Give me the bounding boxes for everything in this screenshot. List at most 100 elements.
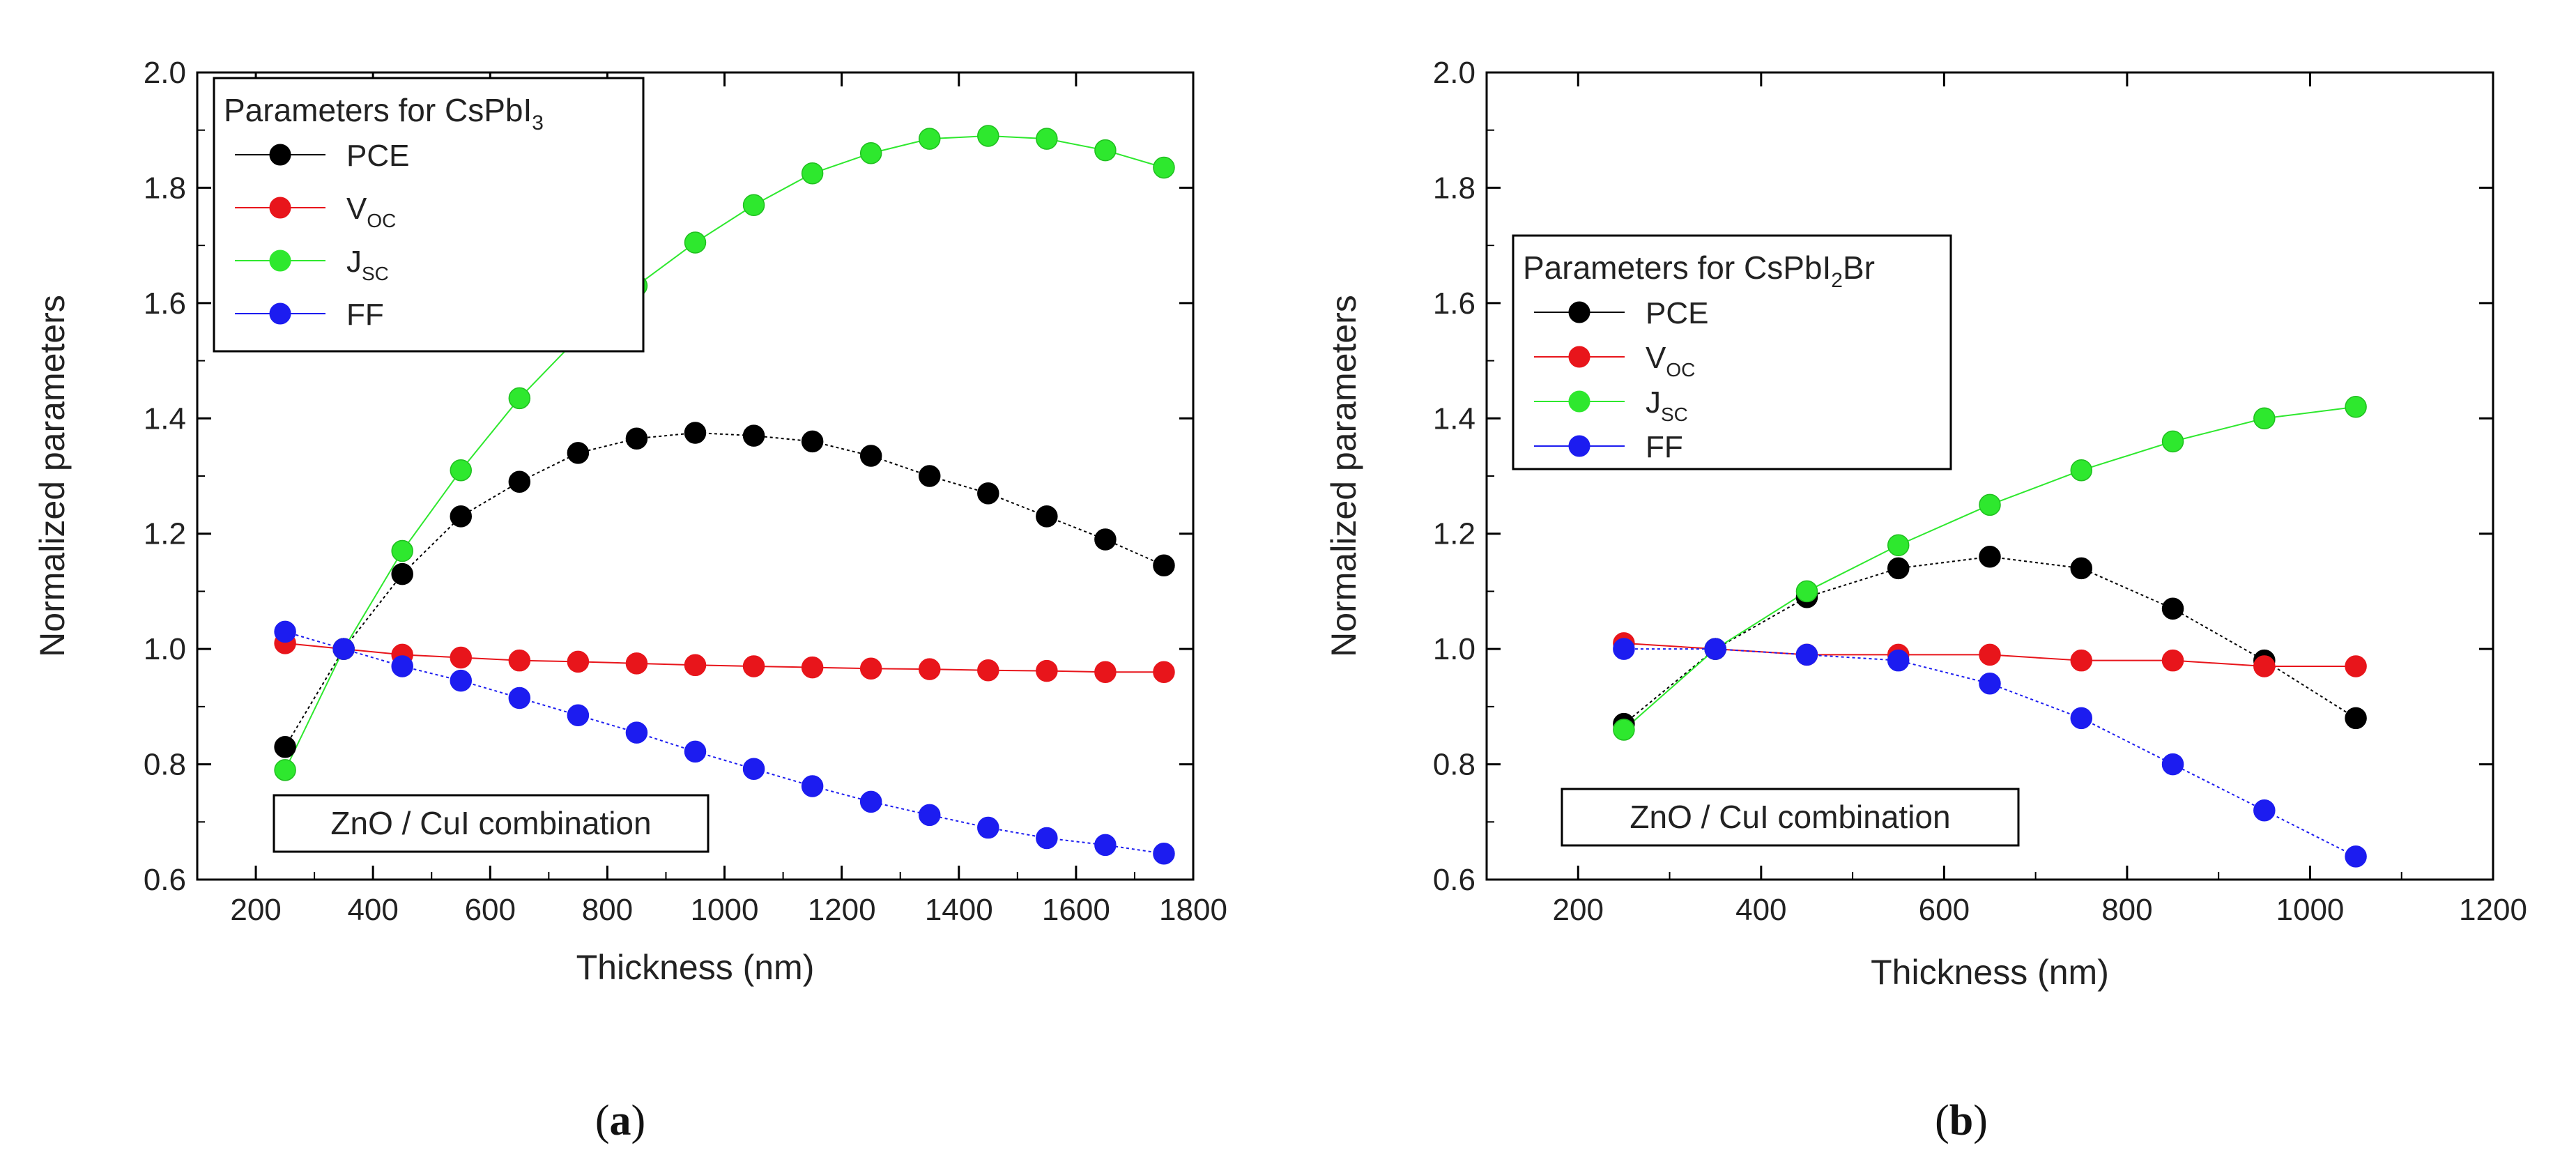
data-point-ff <box>2345 845 2367 868</box>
legend-label-sub: OC <box>1666 359 1695 381</box>
data-point-voc <box>859 657 882 680</box>
data-point-voc <box>567 650 590 673</box>
y-tick-label: 0.8 <box>144 748 186 782</box>
data-point-voc <box>1979 643 2001 666</box>
data-point-ff <box>1094 834 1117 857</box>
legend-marker-pce <box>1568 301 1590 323</box>
data-point-voc <box>1094 661 1117 683</box>
y-tick-label: 1.0 <box>144 632 186 666</box>
x-tick-label: 1800 <box>1159 893 1227 927</box>
data-point-ff <box>2253 799 2276 822</box>
data-point-ff <box>801 775 824 797</box>
data-point-ff <box>1979 673 2001 695</box>
legend-label-main: FF <box>346 298 384 332</box>
data-point-voc <box>2253 655 2276 677</box>
data-point-voc <box>1036 659 1058 682</box>
legend-label-sub: OC <box>367 210 396 231</box>
y-tick-label: 0.6 <box>144 863 186 897</box>
y-tick-label: 0.6 <box>1433 863 1475 897</box>
data-point-voc <box>1153 661 1175 683</box>
legend-label-voc: VOC <box>346 192 396 231</box>
data-point-pce <box>274 736 296 758</box>
legend-title-rest: Br <box>1843 250 1875 286</box>
legend-title-main: Parameters for CsPbI <box>1523 250 1831 286</box>
legend-label-ff: FF <box>1646 430 1683 464</box>
data-point-ff <box>391 655 413 677</box>
x-tick-label: 1000 <box>691 893 759 927</box>
data-point-voc <box>742 655 765 677</box>
data-point-voc <box>2161 649 2184 672</box>
y-tick-label: 1.2 <box>144 517 186 551</box>
data-point-voc <box>508 649 531 672</box>
x-tick-label: 800 <box>2101 893 2152 927</box>
data-point-ff <box>1887 649 1910 672</box>
panel-a-chart: 200 400 600 800 1000 1200 1400 1600 1800 0.6 0.8 1.… <box>33 56 1227 1144</box>
data-point-pce <box>684 422 707 444</box>
y-tick-label: 1.8 <box>144 171 186 205</box>
legend-label-pce: PCE <box>346 139 409 173</box>
data-point-ff <box>274 620 296 643</box>
data-point-ff <box>918 804 941 827</box>
data-point-jsc <box>2161 430 2184 453</box>
data-point-ff <box>684 740 707 763</box>
legend-label-ff: FF <box>346 298 384 332</box>
legend-marker-jsc <box>1568 390 1590 413</box>
series-line-pce <box>284 431 1165 748</box>
x-tick-label: 800 <box>582 893 633 927</box>
y-tick-label: 1.4 <box>1433 401 1475 436</box>
legend-marker-voc <box>1568 346 1590 368</box>
panel-label-close-paren: ) <box>1973 1097 1988 1144</box>
data-point-ff <box>567 704 590 727</box>
data-point-jsc <box>1153 156 1175 179</box>
data-point-jsc <box>1979 493 2001 516</box>
y-tick-label: 1.0 <box>1433 632 1475 666</box>
annotation-text: ZnO / CuI combination <box>1630 799 1950 835</box>
data-point-ff <box>1704 638 1726 660</box>
data-point-pce <box>1094 528 1117 551</box>
annotation-box <box>1561 788 2020 847</box>
series-line-jsc <box>284 135 1165 771</box>
legend-label-main: J <box>1646 385 1661 420</box>
x-tick-label: 1000 <box>2276 893 2345 927</box>
panel-b-chart: 200 400 600 800 1000 1200 0.6 0.8 1.0 1.2 1.4 1.6 1.… <box>1324 56 2527 1144</box>
x-tick-label: 400 <box>1735 893 1786 927</box>
data-point-ff <box>1153 843 1175 865</box>
data-point-voc <box>2070 649 2093 672</box>
legend-label-sub: SC <box>362 263 389 284</box>
panel-label-open-paren: ( <box>595 1097 610 1144</box>
legend-label-main: V <box>1646 341 1666 375</box>
data-point-ff <box>2070 707 2093 730</box>
legend-title-sub: 3 <box>532 112 544 135</box>
data-point-ff <box>1613 638 1635 660</box>
panel-label-close-paren: ) <box>631 1097 646 1144</box>
x-tick-label: 600 <box>465 893 516 927</box>
y-tick-label: 2.0 <box>1433 56 1475 90</box>
y-tick-label: 1.6 <box>144 286 186 321</box>
data-point-pce <box>391 562 413 585</box>
data-point-jsc <box>274 759 296 781</box>
x-tick-label: 1600 <box>1042 893 1110 927</box>
data-point-jsc <box>2070 459 2093 482</box>
data-point-pce <box>2070 557 2093 580</box>
legend-label-main: PCE <box>346 139 409 173</box>
legend-marker-pce <box>269 144 291 166</box>
y-axis-label: Normalized parameters <box>1324 295 1363 657</box>
x-tick-label: 1400 <box>925 893 993 927</box>
x-tick-label: 200 <box>230 893 281 927</box>
data-point-pce <box>801 430 824 453</box>
data-point-pce <box>1887 557 1910 580</box>
data-point-pce <box>2345 707 2367 730</box>
y-tick-label: 0.8 <box>1433 748 1475 782</box>
data-point-jsc <box>918 128 941 150</box>
data-point-pce <box>1979 546 2001 568</box>
series-line-ff <box>284 631 1165 854</box>
legend-title: Parameters for CsPbI2Br <box>1523 250 1875 292</box>
data-point-voc <box>918 658 941 680</box>
data-point-jsc <box>1887 534 1910 557</box>
data-point-jsc <box>1795 580 1818 603</box>
y-tick-label: 1.4 <box>144 401 186 436</box>
legend-label-pce: PCE <box>1646 296 1708 330</box>
data-point-pce <box>859 445 882 467</box>
data-point-voc <box>625 652 648 675</box>
